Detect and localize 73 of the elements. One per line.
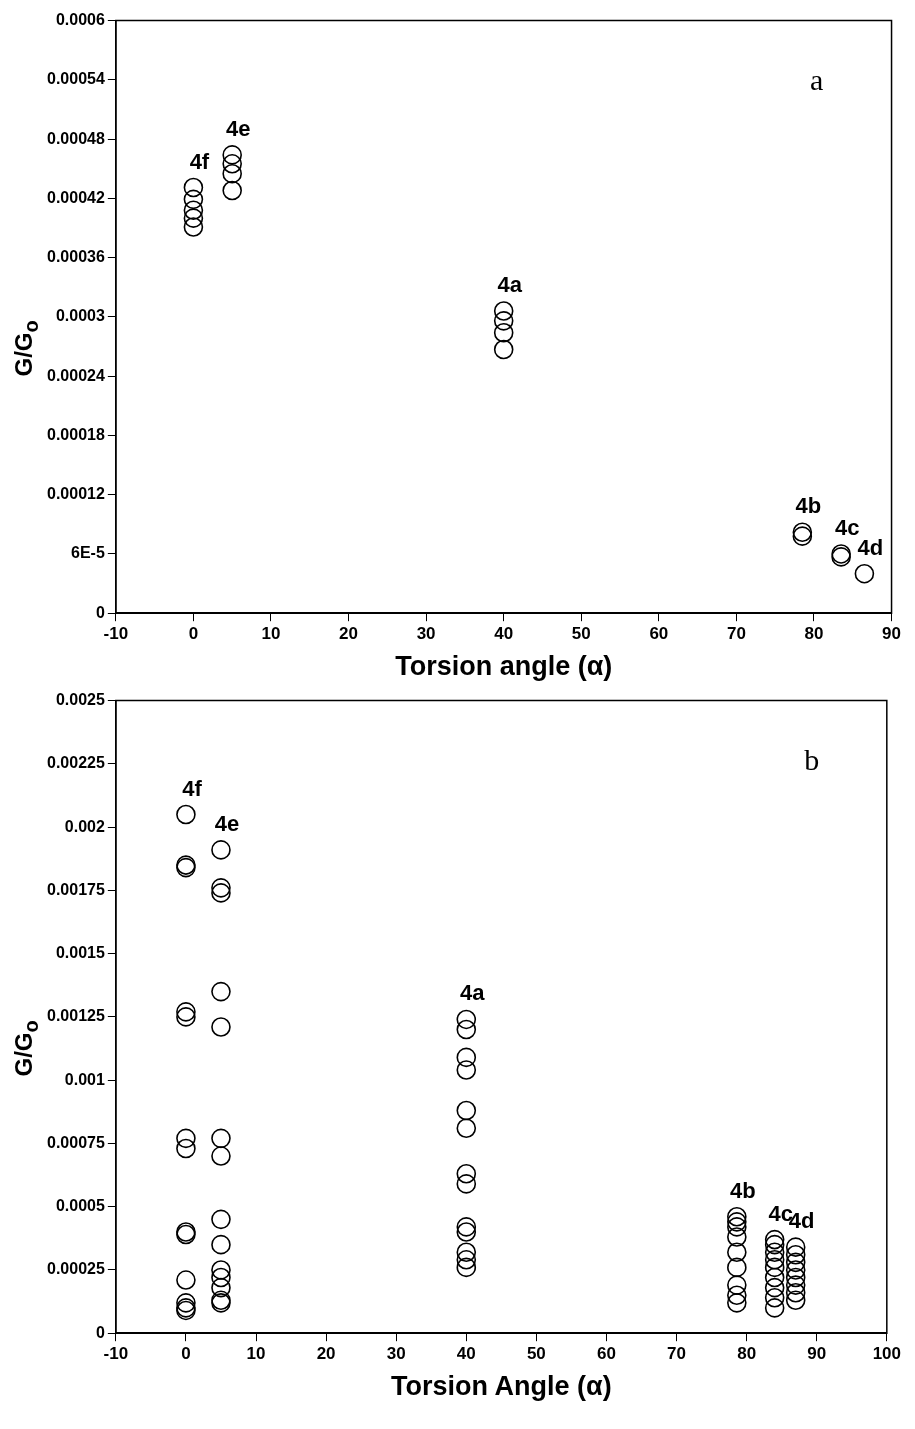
x-tick-label: 20	[339, 624, 359, 644]
annotation: 4f	[189, 148, 210, 174]
annotation: 4a	[497, 272, 523, 298]
annotation: 4a	[460, 980, 486, 1006]
x-tick-label: 20	[316, 1344, 336, 1364]
x-tick-label: 30	[386, 1344, 406, 1364]
y-tick-label: 0	[95, 1323, 105, 1341]
x-tick-label: 80	[737, 1344, 757, 1364]
x-tick-label: 0	[188, 624, 199, 644]
annotation: a	[809, 63, 824, 97]
x-tick-label: 40	[494, 624, 514, 644]
annotation: 4f	[182, 775, 203, 801]
y-tick-label: 0.001	[64, 1070, 105, 1088]
y-tick-label: 0.00125	[46, 1007, 105, 1025]
y-tick-label: 0	[95, 603, 105, 621]
point	[183, 217, 204, 237]
y-tick-label: 0.00225	[46, 754, 105, 772]
x-tick-label: 60	[649, 624, 669, 644]
x-tick-label: 30	[416, 624, 436, 644]
y-tick-label: 0.00024	[46, 366, 105, 384]
y-tick-label: 0.00025	[46, 1260, 105, 1278]
x-axis-title: Torsion Angle (α)	[391, 1371, 612, 1402]
point	[183, 189, 204, 210]
x-tick-label: 40	[456, 1344, 476, 1364]
x-tick-label: 80	[804, 624, 824, 644]
x-tick-label: 0	[181, 1344, 191, 1364]
point	[183, 177, 204, 198]
annotation: 4b	[795, 493, 822, 519]
annotation: b	[804, 743, 820, 777]
point	[493, 339, 514, 360]
x-tick-label: 60	[597, 1344, 616, 1364]
x-tick-label: 50	[571, 624, 591, 644]
x-tick-label: 70	[726, 624, 746, 644]
point	[222, 154, 242, 174]
point	[222, 163, 242, 184]
point	[222, 145, 242, 165]
point	[183, 208, 204, 228]
x-tick-label: -10	[103, 1344, 129, 1364]
y-tick-label: 0.00042	[46, 188, 105, 206]
annotation: 4b	[729, 1177, 756, 1203]
y-tick-label: 0.0006	[55, 11, 105, 29]
x-tick-label: -10	[103, 624, 129, 644]
x-tick-label: 90	[882, 624, 902, 644]
annotation: 4e	[214, 810, 240, 836]
y-tick-label: 0.00048	[46, 129, 105, 147]
y-tick-label: 0.00075	[46, 1133, 105, 1151]
x-tick-label: 10	[246, 1344, 266, 1364]
y-tick-label: 0.0003	[55, 307, 105, 325]
point	[222, 180, 242, 201]
y-tick-label: 6E-5	[71, 544, 105, 562]
y-tick-label: 0.00036	[46, 248, 105, 266]
y-tick-label: 0.002	[64, 817, 105, 835]
y-tick-label: 0.0015	[55, 944, 105, 962]
x-tick-label: 10	[261, 624, 281, 644]
y-tick-label: 0.00054	[46, 70, 105, 88]
y-tick-label: 0.00175	[46, 880, 105, 898]
x-tick-label: 70	[667, 1344, 687, 1364]
annotation: 4e	[225, 115, 251, 141]
y-tick-label: 0.00012	[46, 485, 105, 503]
point	[183, 200, 204, 221]
x-tick-label: 90	[807, 1344, 827, 1364]
point	[493, 301, 514, 321]
point	[854, 563, 875, 584]
point	[493, 322, 514, 343]
y-tick-label: 0.0005	[55, 1197, 105, 1215]
annotation: 4d	[857, 534, 884, 560]
y-tick-label: 0.00018	[46, 425, 105, 443]
annotation: 4c	[834, 515, 860, 540]
y-tick-label: 0.0025	[55, 691, 105, 709]
x-tick-label: 50	[526, 1344, 546, 1364]
point	[493, 311, 514, 331]
x-axis-title: Torsion angle (α)	[395, 651, 613, 682]
x-tick-label: 100	[872, 1344, 902, 1364]
